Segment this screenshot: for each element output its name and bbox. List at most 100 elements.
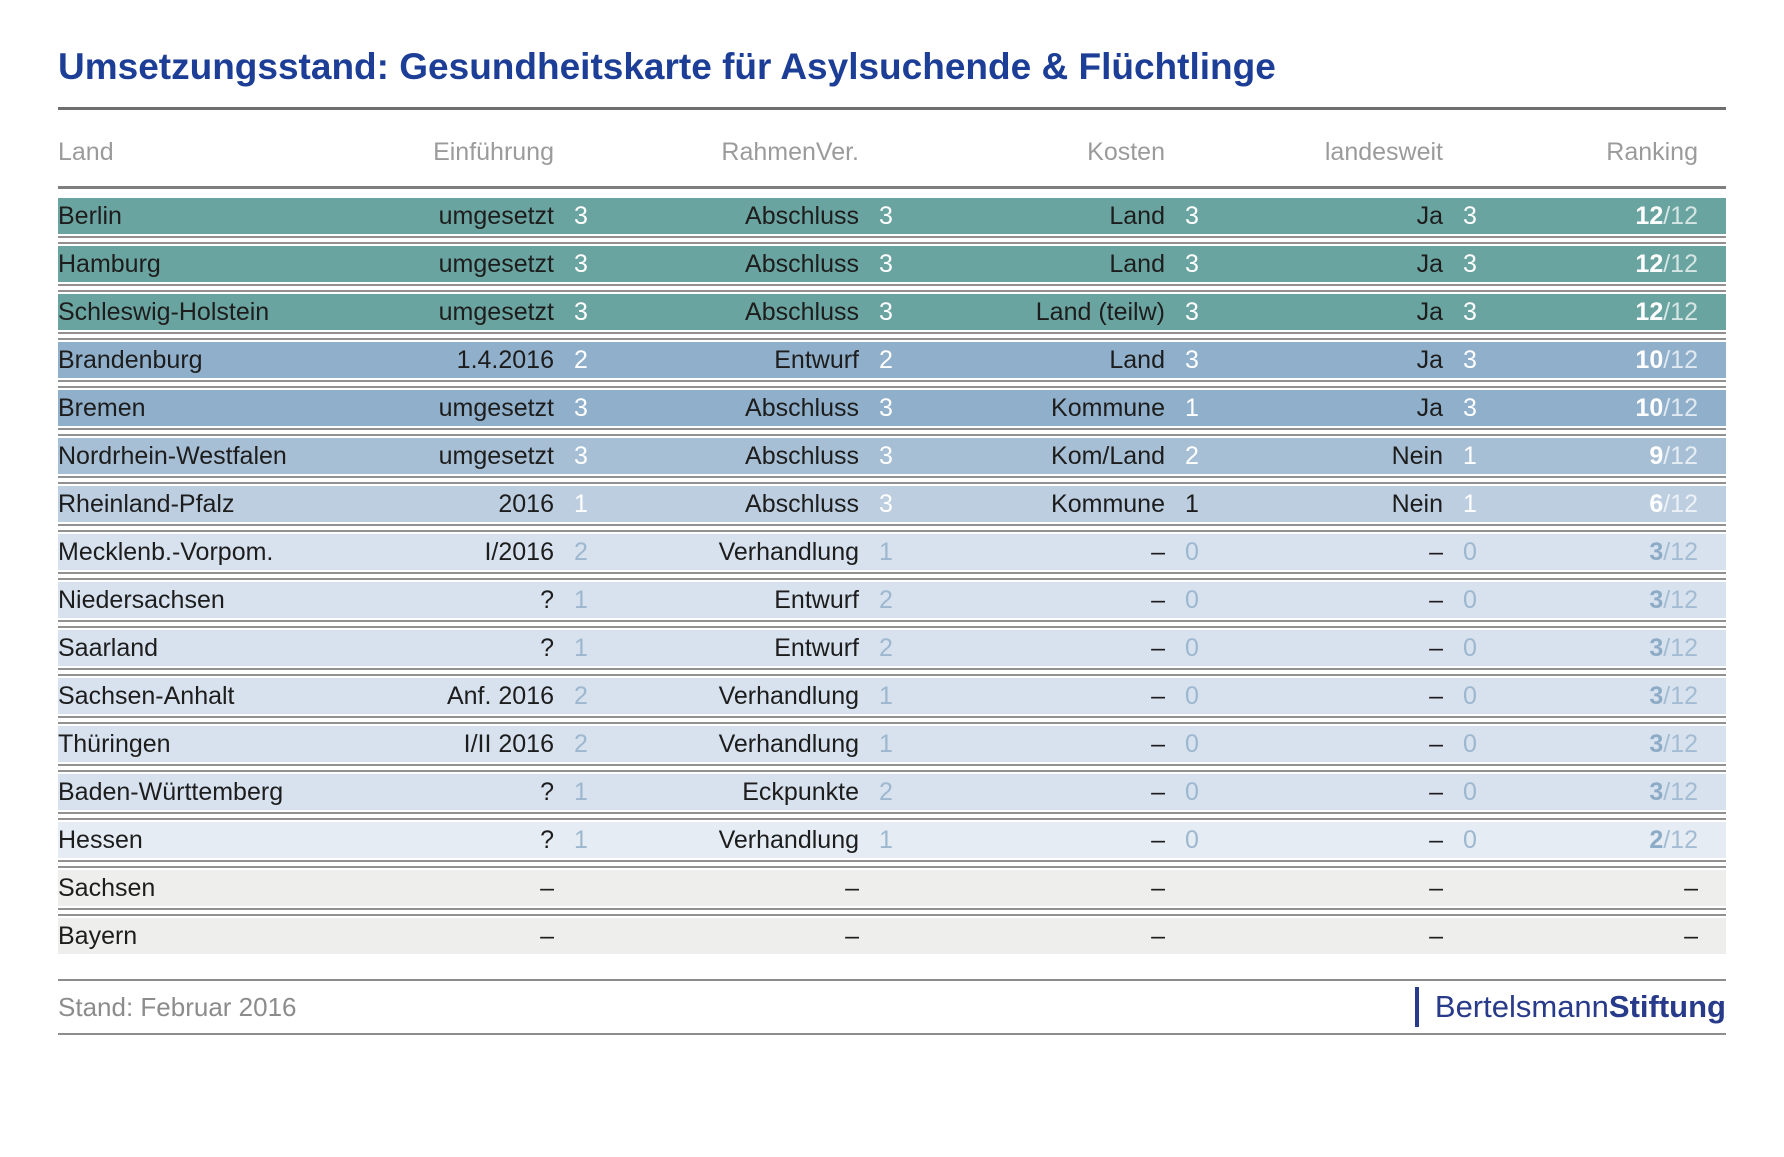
row-separator [58,474,1726,486]
ranking-score: 10 [1635,345,1664,374]
ranking-score: 3 [1649,585,1664,614]
cell-kosten-value: Land [1109,249,1165,278]
cell-landesweit-value: Ja [1416,297,1443,326]
cell-land: Brandenburg [58,345,203,374]
cell-einfuehrung-value: umgesetzt [438,393,554,422]
table-row: Baden-Württemberg ? 1 Eckpunkte 2 – 0 – … [58,774,1726,810]
table-row: Hessen ? 1 Verhandlung 1 – 0 – 0 2/12 [58,822,1726,858]
cell-ranking: 12/12 [1501,202,1724,231]
header-divider [58,186,1726,189]
ranking-score: – [1684,921,1698,950]
cell-landesweit-value: – [1429,585,1443,614]
cell-land: Rheinland-Pfalz [58,489,235,518]
table-row: Berlin umgesetzt 3 Abschluss 3 Land 3 Ja… [58,198,1726,234]
table-row: Bayern – – – – – [58,918,1726,954]
cell-einfuehrung-value: – [540,873,554,902]
cell-ranking: 6/12 [1501,490,1724,519]
row-separator [58,762,1726,774]
ranking-score: 9 [1649,441,1664,470]
column-header-einfuehrung: Einführung [433,137,554,166]
cell-einfuehrung-value: umgesetzt [438,249,554,278]
cell-ranking: 10/12 [1501,394,1724,423]
cell-rahmenver-score: 2 [879,633,893,662]
cell-kosten-value: Land [1109,345,1165,374]
cell-landesweit-score: 0 [1463,825,1477,854]
cell-einfuehrung-value: ? [540,585,554,614]
cell-rahmenver-value: Abschluss [745,201,859,230]
table-row: Saarland ? 1 Entwurf 2 – 0 – 0 3/12 [58,630,1726,666]
cell-ranking: 3/12 [1501,682,1724,711]
cell-einfuehrung-score: 1 [574,489,588,518]
ranking-score: 3 [1649,633,1664,662]
cell-landesweit-value: Ja [1416,249,1443,278]
cell-einfuehrung-score: 2 [574,729,588,758]
cell-ranking: 2/12 [1501,826,1724,855]
cell-landesweit-value: Ja [1416,345,1443,374]
table-row: Sachsen – – – – – [58,870,1726,906]
ranking-score: 3 [1649,777,1664,806]
cell-land: Saarland [58,633,159,662]
cell-einfuehrung-value: umgesetzt [438,297,554,326]
table-row: Sachsen-Anhalt Anf. 2016 2 Verhandlung 1… [58,678,1726,714]
cell-landesweit-value: Nein [1391,489,1443,518]
cell-landesweit-value: – [1429,921,1443,950]
cell-land: Sachsen [58,873,156,902]
cell-rahmenver-value: Abschluss [745,489,859,518]
row-separator [58,426,1726,438]
cell-landesweit-score: 0 [1463,681,1477,710]
row-separator [58,282,1726,294]
cell-kosten-score: 0 [1185,729,1199,758]
cell-rahmenver-value: Abschluss [745,249,859,278]
ranking-score: 12 [1635,201,1664,230]
cell-kosten-score: 3 [1185,297,1199,326]
cell-land: Hessen [58,825,143,854]
cell-ranking: 10/12 [1501,346,1724,375]
cell-einfuehrung-value: I/2016 [484,537,554,566]
cell-einfuehrung-value: 2016 [498,489,554,518]
cell-einfuehrung-score: 3 [574,201,588,230]
column-header-kosten: Kosten [1087,137,1165,166]
cell-ranking: 3/12 [1501,634,1724,663]
cell-einfuehrung-value: Anf. 2016 [446,681,554,710]
cell-kosten-value: – [1151,681,1165,710]
row-separator [58,666,1726,678]
cell-kosten-score: 2 [1185,441,1199,470]
cell-landesweit-value: – [1429,873,1443,902]
table-row: Mecklenb.-Vorpom. I/2016 2 Verhandlung 1… [58,534,1726,570]
cell-einfuehrung-value: umgesetzt [438,201,554,230]
cell-ranking: 12/12 [1501,250,1724,279]
row-separator [58,330,1726,342]
cell-ranking: – [1501,922,1724,951]
cell-einfuehrung-score: 3 [574,249,588,278]
cell-rahmenver-value: Abschluss [745,393,859,422]
cell-landesweit-score: 0 [1463,585,1477,614]
cell-landesweit-score: 0 [1463,537,1477,566]
cell-land: Niedersachsen [58,585,225,614]
cell-kosten-value: – [1151,777,1165,806]
cell-rahmenver-value: Verhandlung [718,681,859,710]
cell-landesweit-score: 3 [1463,249,1477,278]
ranking-max: /12 [1663,201,1698,230]
cell-kosten-score: 1 [1185,393,1199,422]
cell-kosten-score: 0 [1185,777,1199,806]
cell-kosten-value: Kommune [1051,393,1165,422]
cell-landesweit-score: 3 [1463,297,1477,326]
ranking-score: 10 [1635,393,1664,422]
ranking-max: /12 [1663,681,1698,710]
row-separator [58,378,1726,390]
cell-landesweit-value: – [1429,681,1443,710]
column-header-rahmenver: RahmenVer. [721,137,859,166]
cell-kosten-value: Kom/Land [1051,441,1165,470]
table-row: Hamburg umgesetzt 3 Abschluss 3 Land 3 J… [58,246,1726,282]
infographic-page: Umsetzungsstand: Gesundheitskarte für As… [0,46,1784,1157]
ranking-max: /12 [1663,729,1698,758]
cell-einfuehrung-value: – [540,921,554,950]
cell-einfuehrung-score: 3 [574,297,588,326]
cell-landesweit-score: 1 [1463,489,1477,518]
row-separator [58,858,1726,870]
ranking-max: /12 [1663,441,1698,470]
cell-landesweit-score: 3 [1463,345,1477,374]
cell-kosten-value: – [1151,921,1165,950]
row-separator [58,810,1726,822]
cell-rahmenver-score: 3 [879,249,893,278]
